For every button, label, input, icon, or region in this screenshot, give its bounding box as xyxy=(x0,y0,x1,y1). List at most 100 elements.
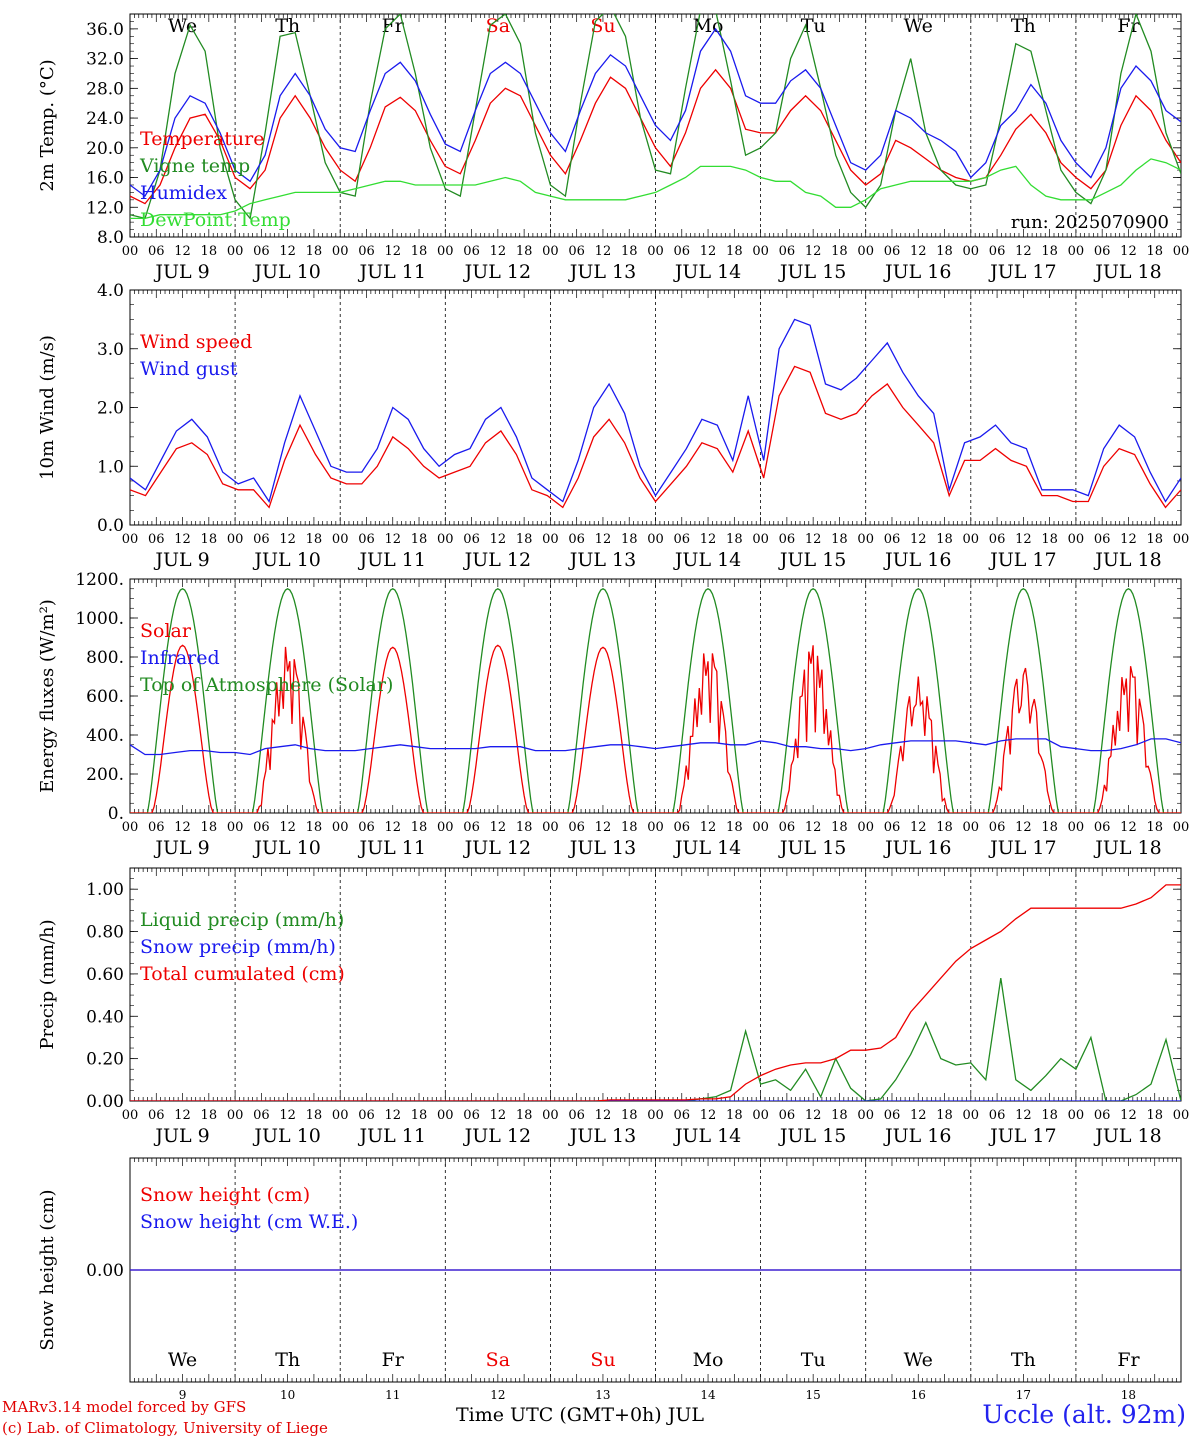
series-line-temperature xyxy=(130,68,1181,205)
hour-tick-label: 18 xyxy=(831,1108,848,1123)
series-line-wind-speed xyxy=(130,365,1181,509)
day-label: JUL 14 xyxy=(673,549,741,571)
hour-tick-label: 00 xyxy=(752,1108,769,1123)
hour-tick-label: 06 xyxy=(253,820,270,835)
panel-1: 8.0 12.0 16.0 20.0 24.0 28.0 32.0 36.0 2m Temp. … xyxy=(37,13,1189,283)
hour-tick-label: 18 xyxy=(621,1108,638,1123)
y-tick-label: 600. xyxy=(86,687,124,707)
hour-tick-label: 18 xyxy=(936,1108,953,1123)
legend-entry: Total cumulated (cm) xyxy=(140,963,345,985)
day-label: JUL 12 xyxy=(463,1125,531,1147)
y-tick-label: 28.0 xyxy=(86,79,124,99)
hour-tick-label: 06 xyxy=(568,1108,585,1123)
hour-tick-label: 06 xyxy=(989,1108,1006,1123)
hour-tick-label: 18 xyxy=(201,1108,218,1123)
hour-tick-label: 00 xyxy=(227,820,244,835)
day-number-label: 18 xyxy=(1121,1388,1136,1402)
day-number-label: 16 xyxy=(911,1388,926,1402)
day-label: JUL 12 xyxy=(463,549,531,571)
day-label: JUL 18 xyxy=(1093,837,1161,859)
hour-tick-label: 00 xyxy=(1068,820,1085,835)
hour-tick-label: 12 xyxy=(910,532,927,547)
hour-tick-label: 18 xyxy=(1146,1108,1163,1123)
hour-tick-label: 00 xyxy=(122,532,139,547)
hour-tick-label: 12 xyxy=(700,244,717,259)
hour-tick-label: 18 xyxy=(726,820,743,835)
hour-tick-label: 06 xyxy=(674,1108,691,1123)
hour-tick-label: 12 xyxy=(1015,532,1032,547)
weekday-label: Th xyxy=(1011,15,1036,37)
weekday-label: Tu xyxy=(801,15,826,37)
hour-tick-label: 18 xyxy=(516,244,533,259)
y-tick-label: 1.0 xyxy=(97,457,124,477)
y-tick-label: 16.0 xyxy=(86,169,124,189)
hour-tick-label: 18 xyxy=(411,1108,428,1123)
station-name: Uccle (alt. 92m) xyxy=(982,1400,1186,1429)
day-label: JUL 14 xyxy=(673,261,741,283)
weekday-label: Fr xyxy=(382,15,405,37)
hour-tick-label: 12 xyxy=(910,820,927,835)
y-tick-label: 0.60 xyxy=(86,965,124,985)
day-label: JUL 18 xyxy=(1093,549,1161,571)
hour-tick-label: 18 xyxy=(201,820,218,835)
hour-tick-label: 00 xyxy=(1173,1108,1190,1123)
weekday-label: Sa xyxy=(486,1349,510,1371)
hour-tick-label: 18 xyxy=(1041,244,1058,259)
hour-tick-label: 06 xyxy=(989,820,1006,835)
hour-tick-label: 12 xyxy=(174,244,191,259)
hour-tick-label: 06 xyxy=(674,820,691,835)
hour-tick-label: 06 xyxy=(884,820,901,835)
hour-tick-label: 12 xyxy=(805,820,822,835)
hour-tick-label: 12 xyxy=(384,532,401,547)
hour-tick-label: 12 xyxy=(805,244,822,259)
hour-tick-label: 00 xyxy=(437,820,454,835)
day-label: JUL 10 xyxy=(252,1125,320,1147)
hour-tick-label: 18 xyxy=(1041,532,1058,547)
hour-tick-label: 18 xyxy=(306,820,323,835)
day-label: JUL 9 xyxy=(153,1125,209,1147)
day-label: JUL 10 xyxy=(252,837,320,859)
hour-tick-label: 00 xyxy=(857,1108,874,1123)
hour-tick-label: 12 xyxy=(384,820,401,835)
day-label: JUL 14 xyxy=(673,837,741,859)
day-label: JUL 15 xyxy=(778,1125,846,1147)
hour-tick-label: 06 xyxy=(463,820,480,835)
hour-tick-label: 18 xyxy=(201,532,218,547)
hour-tick-label: 12 xyxy=(805,532,822,547)
hour-tick-label: 06 xyxy=(884,532,901,547)
legend-entry: Wind gust xyxy=(140,358,238,380)
y-axis-label: Energy fluxes (W/m²) xyxy=(37,599,58,793)
hour-tick-label: 12 xyxy=(384,1108,401,1123)
y-tick-label: 12.0 xyxy=(86,198,124,218)
series-line-top-of-atmosphere-solar- xyxy=(130,588,1181,813)
panel-4: 0.00 0.20 0.40 0.60 0.80 1.00 Precip (mm/h) 00 0… xyxy=(37,867,1190,1147)
day-number-label: 15 xyxy=(806,1388,821,1402)
series-line-solar xyxy=(130,644,1181,813)
hour-tick-label: 06 xyxy=(148,1108,165,1123)
legend-entry: Infrared xyxy=(140,647,220,669)
day-label: JUL 14 xyxy=(673,1125,741,1147)
hour-tick-label: 06 xyxy=(358,820,375,835)
y-axis-label: Precip (mm/h) xyxy=(37,919,58,1049)
day-label: JUL 13 xyxy=(568,1125,636,1147)
hour-tick-label: 12 xyxy=(490,244,507,259)
hour-tick-label: 18 xyxy=(936,532,953,547)
hour-tick-label: 12 xyxy=(1120,532,1137,547)
hour-tick-label: 18 xyxy=(831,820,848,835)
hour-tick-label: 12 xyxy=(174,532,191,547)
weekday-label: Su xyxy=(590,1349,615,1371)
weekday-label: Th xyxy=(275,15,300,37)
weekday-label: We xyxy=(168,1349,197,1371)
day-label: JUL 13 xyxy=(568,549,636,571)
hour-tick-label: 12 xyxy=(279,820,296,835)
hour-tick-label: 00 xyxy=(227,1108,244,1123)
day-label: JUL 13 xyxy=(568,837,636,859)
hour-tick-label: 12 xyxy=(490,820,507,835)
hour-tick-label: 00 xyxy=(122,244,139,259)
hour-tick-label: 00 xyxy=(857,244,874,259)
y-tick-label: 200. xyxy=(86,765,124,785)
day-label: JUL 15 xyxy=(778,837,846,859)
y-tick-label: 0.00 xyxy=(86,1261,124,1281)
day-number-label: 13 xyxy=(595,1388,610,1402)
y-tick-label: 1.00 xyxy=(86,880,124,900)
